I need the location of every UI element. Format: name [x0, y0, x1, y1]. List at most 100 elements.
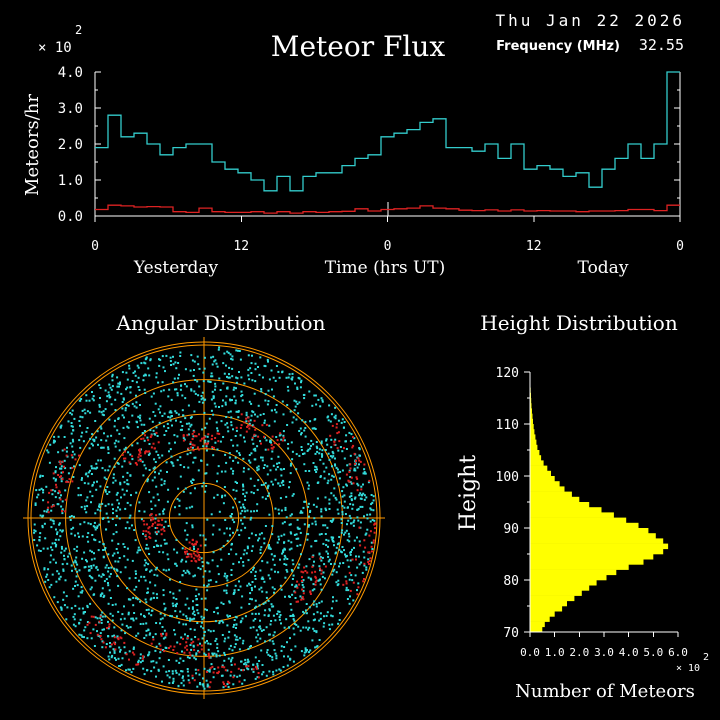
- polar-point: [319, 475, 322, 478]
- polar-point-red: [217, 670, 220, 673]
- polar-point-red: [342, 583, 345, 586]
- polar-point: [344, 531, 347, 534]
- polar-point: [162, 366, 165, 369]
- polar-point: [251, 438, 254, 441]
- polar-point: [291, 593, 294, 596]
- height-x-tick-label: 1.0: [545, 646, 565, 659]
- polar-point: [313, 600, 316, 603]
- polar-point: [256, 466, 259, 469]
- polar-point: [63, 604, 66, 607]
- polar-point: [169, 416, 172, 419]
- polar-point: [226, 575, 229, 577]
- polar-point: [325, 550, 328, 553]
- polar-point: [206, 561, 209, 564]
- polar-point: [98, 403, 101, 406]
- polar-point: [252, 626, 255, 629]
- polar-point: [277, 571, 280, 574]
- polar-point: [146, 669, 148, 672]
- polar-point-red: [348, 470, 351, 473]
- polar-point: [60, 551, 63, 554]
- polar-point: [289, 410, 292, 413]
- polar-point: [140, 613, 142, 616]
- polar-point: [60, 607, 63, 610]
- polar-point: [269, 655, 272, 657]
- polar-point: [193, 656, 196, 659]
- polar-point: [135, 597, 137, 600]
- polar-point-red: [348, 571, 351, 574]
- polar-point: [289, 531, 292, 534]
- polar-point: [211, 533, 214, 536]
- polar-point: [315, 603, 318, 606]
- polar-point: [192, 644, 195, 647]
- flux-y-multiplier-exponent: 2: [75, 23, 82, 37]
- polar-point: [357, 555, 360, 558]
- polar-point: [267, 400, 270, 403]
- polar-point: [131, 458, 134, 461]
- polar-point: [291, 376, 294, 379]
- polar-point: [365, 568, 368, 571]
- polar-point-red: [165, 632, 168, 635]
- polar-point: [349, 481, 352, 483]
- polar-point: [88, 569, 91, 572]
- polar-point: [185, 385, 188, 388]
- polar-point: [125, 388, 127, 391]
- polar-point: [171, 461, 174, 464]
- polar-point: [282, 430, 285, 433]
- polar-point: [129, 474, 132, 477]
- polar-point: [341, 450, 344, 453]
- polar-point: [119, 665, 121, 667]
- polar-point-red: [257, 672, 260, 674]
- polar-point: [217, 348, 220, 351]
- polar-point-red: [320, 569, 323, 572]
- polar-point: [216, 480, 218, 483]
- polar-point: [272, 605, 275, 608]
- polar-point: [358, 447, 361, 449]
- polar-point: [219, 548, 222, 551]
- polar-point: [179, 581, 182, 583]
- polar-point: [117, 506, 119, 509]
- polar-point: [152, 392, 155, 395]
- polar-point: [211, 375, 214, 378]
- polar-point: [154, 633, 157, 636]
- polar-point: [370, 541, 373, 544]
- polar-point: [337, 419, 340, 422]
- polar-point: [108, 491, 111, 493]
- polar-point-red: [294, 591, 297, 594]
- polar-point: [204, 544, 207, 547]
- polar-point: [128, 364, 131, 367]
- polar-point: [358, 494, 361, 497]
- polar-point: [134, 577, 137, 579]
- polar-point: [229, 674, 232, 677]
- polar-point: [302, 394, 305, 396]
- height-bar: [530, 450, 540, 456]
- polar-point: [349, 553, 352, 556]
- polar-point-red: [193, 679, 196, 682]
- polar-point-red: [165, 634, 168, 637]
- polar-point: [144, 559, 147, 562]
- polar-point: [117, 542, 120, 545]
- polar-point: [233, 674, 236, 677]
- polar-point: [268, 378, 271, 381]
- polar-point: [202, 534, 205, 537]
- polar-point: [299, 544, 302, 547]
- polar-point: [199, 642, 201, 645]
- polar-point: [193, 360, 196, 363]
- polar-point: [193, 369, 195, 371]
- polar-point: [94, 467, 97, 470]
- polar-point: [195, 652, 198, 655]
- polar-point: [209, 643, 212, 646]
- polar-point-red: [333, 440, 336, 443]
- polar-point: [284, 576, 287, 579]
- polar-point: [118, 646, 121, 649]
- polar-point-red: [136, 463, 138, 466]
- polar-point: [116, 429, 119, 432]
- flux-x-tick-label: 12: [526, 239, 542, 254]
- polar-point: [190, 389, 193, 392]
- polar-point: [158, 358, 160, 361]
- polar-point: [268, 633, 271, 636]
- polar-point: [290, 513, 293, 516]
- polar-point: [289, 464, 292, 467]
- polar-point-red: [50, 489, 53, 492]
- polar-point: [111, 654, 114, 657]
- polar-point: [254, 585, 256, 588]
